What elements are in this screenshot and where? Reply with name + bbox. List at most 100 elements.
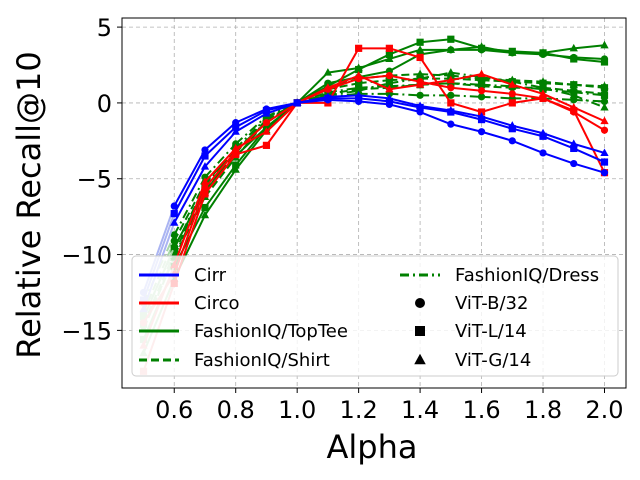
y-tick-label: −5 bbox=[77, 166, 112, 194]
data-point bbox=[477, 128, 486, 136]
series-segment bbox=[389, 74, 421, 83]
series-segment bbox=[481, 95, 513, 100]
data-point bbox=[569, 80, 578, 88]
series-segment bbox=[542, 135, 575, 150]
data-point bbox=[539, 94, 547, 102]
series-segment bbox=[542, 97, 574, 101]
data-point bbox=[170, 243, 178, 251]
legend: Cirr Circo FashionIQ/TopTee FashionIQ/Shirt… bbox=[131, 255, 619, 377]
data-point bbox=[415, 101, 425, 110]
series-segment bbox=[573, 44, 605, 50]
data-point bbox=[600, 116, 609, 125]
series-segment bbox=[481, 83, 513, 88]
data-point bbox=[201, 152, 209, 160]
series-segment bbox=[450, 86, 482, 92]
series-segment bbox=[204, 156, 237, 198]
series-segment bbox=[296, 95, 329, 104]
series-segment bbox=[389, 97, 421, 107]
data-point bbox=[201, 203, 209, 212]
data-point bbox=[570, 144, 578, 153]
series-segment bbox=[450, 45, 482, 51]
series-segment bbox=[419, 106, 451, 114]
series-segment bbox=[296, 86, 329, 104]
data-point bbox=[201, 190, 209, 198]
data-point bbox=[170, 218, 179, 226]
series-segment bbox=[512, 124, 544, 135]
data-point bbox=[508, 80, 517, 88]
y-tick-label: −15 bbox=[61, 317, 112, 345]
data-point bbox=[600, 169, 609, 177]
data-point bbox=[600, 81, 609, 90]
data-point bbox=[232, 123, 240, 131]
series-segment bbox=[542, 132, 575, 145]
y-tick-label: −10 bbox=[61, 242, 112, 270]
series-segment bbox=[204, 153, 237, 195]
series-segment bbox=[450, 94, 482, 98]
data-point bbox=[200, 210, 210, 219]
series-segment bbox=[573, 98, 605, 103]
data-point bbox=[447, 99, 455, 107]
legend-label: Circo bbox=[194, 293, 239, 314]
data-point bbox=[200, 162, 210, 170]
series-segment bbox=[265, 102, 298, 119]
y-axis-title: Relative Recall@10 bbox=[10, 51, 48, 358]
data-point bbox=[447, 120, 455, 128]
series-segment bbox=[481, 89, 513, 95]
data-point bbox=[446, 75, 455, 84]
series-segment bbox=[265, 102, 298, 146]
legend-label: ViT-G/14 bbox=[455, 350, 531, 371]
y-tick-label: 5 bbox=[97, 14, 112, 42]
data-point bbox=[231, 165, 240, 173]
series-segment bbox=[481, 73, 513, 86]
series-segment bbox=[512, 97, 544, 104]
series-segment bbox=[512, 83, 544, 95]
series-segment bbox=[388, 41, 421, 56]
data-point bbox=[600, 97, 609, 106]
data-point bbox=[539, 149, 547, 157]
x-tick-label: 1.0 bbox=[278, 396, 316, 424]
series-segment bbox=[327, 68, 360, 88]
series-segment bbox=[481, 101, 513, 113]
series-segment bbox=[542, 92, 575, 109]
data-point bbox=[477, 69, 486, 78]
data-point bbox=[600, 102, 609, 111]
series-segment bbox=[327, 94, 359, 98]
data-point bbox=[385, 84, 394, 93]
legend-label: FashionIQ/Shirt bbox=[194, 350, 330, 371]
series-segment bbox=[573, 147, 605, 163]
series-segment bbox=[573, 83, 605, 88]
data-point bbox=[446, 45, 455, 53]
series-segment bbox=[327, 74, 360, 89]
data-point bbox=[477, 87, 486, 95]
series-segment bbox=[173, 181, 206, 266]
series-segment bbox=[542, 51, 574, 60]
data-point bbox=[232, 161, 240, 169]
x-tick-label: 2.0 bbox=[585, 396, 623, 424]
data-point bbox=[447, 35, 455, 43]
data-point bbox=[354, 63, 363, 72]
series-segment bbox=[265, 102, 298, 133]
series-segment bbox=[173, 176, 206, 236]
data-point bbox=[570, 159, 578, 168]
series-segment bbox=[204, 150, 237, 189]
series-segment bbox=[204, 149, 237, 184]
data-point bbox=[447, 84, 455, 92]
series-segment bbox=[542, 97, 575, 112]
data-point bbox=[477, 74, 486, 82]
series-segment bbox=[389, 47, 421, 59]
series-segment bbox=[142, 234, 176, 304]
series-segment bbox=[235, 117, 268, 150]
series-segment bbox=[450, 111, 482, 121]
series-segment bbox=[204, 131, 237, 168]
series-segment bbox=[204, 143, 237, 178]
series-segment bbox=[204, 147, 237, 183]
data-point bbox=[355, 44, 363, 52]
series-segment bbox=[327, 98, 359, 103]
data-point bbox=[262, 127, 271, 135]
legend-label: Cirr bbox=[194, 265, 227, 286]
series-segment bbox=[358, 70, 390, 79]
series-segment bbox=[512, 79, 544, 83]
data-point bbox=[385, 50, 393, 58]
series-segment bbox=[419, 79, 451, 86]
